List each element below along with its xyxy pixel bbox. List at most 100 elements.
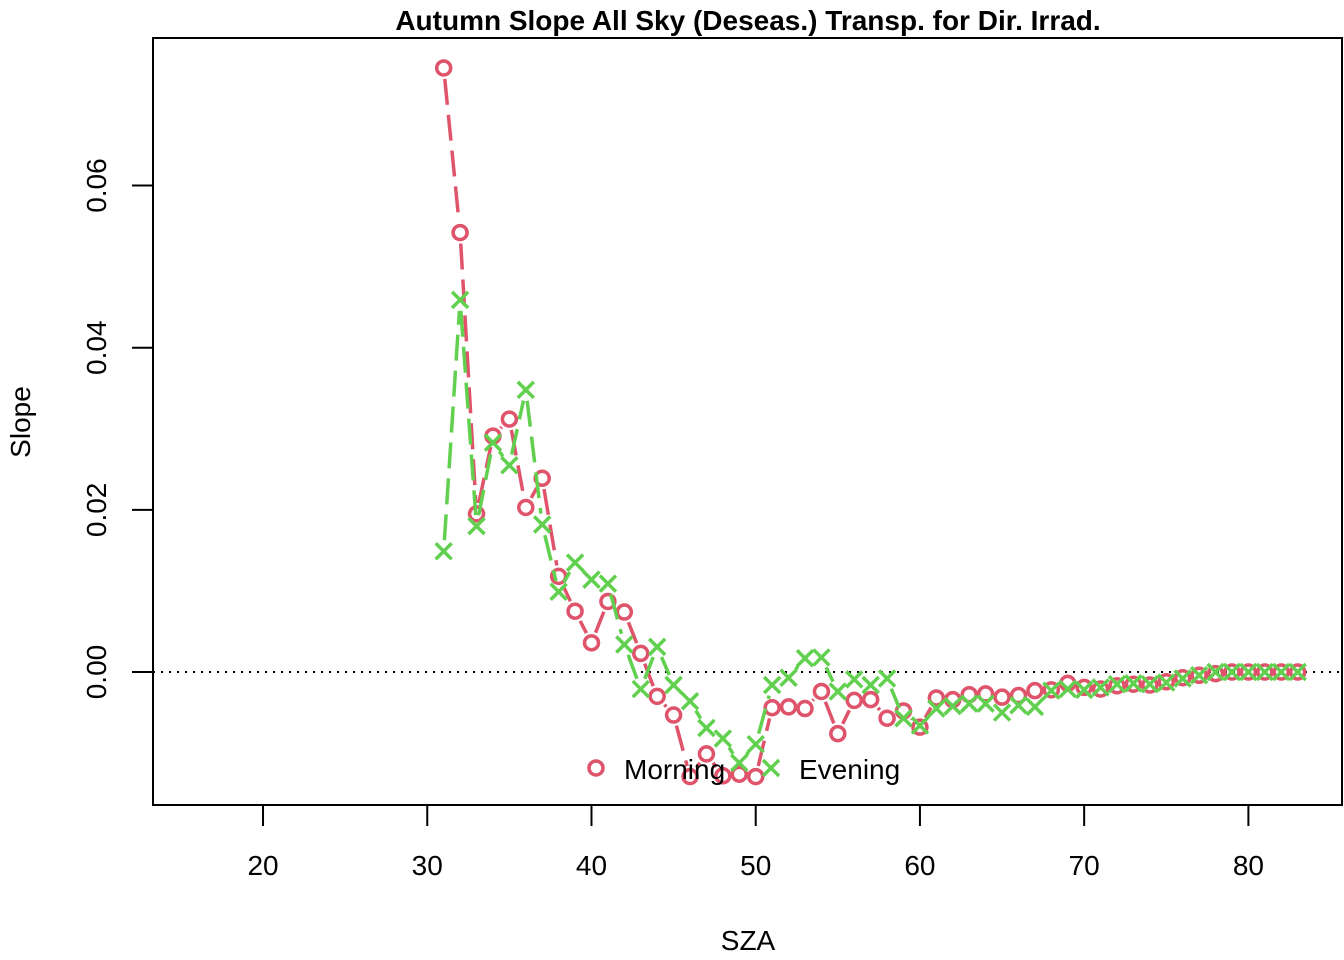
- data-point-evening: [1173, 669, 1192, 688]
- data-point-morning: [615, 603, 634, 621]
- series-morning-segment: [561, 585, 572, 603]
- data-point-evening: [697, 718, 716, 738]
- series-morning-segment: [811, 698, 816, 702]
- data-point-morning: [1091, 680, 1110, 698]
- series-evening-segment: [694, 709, 703, 720]
- data-point-evening: [631, 679, 650, 699]
- legend-evening-marker: [761, 758, 781, 778]
- data-point-evening: [582, 570, 601, 589]
- series-morning-segment: [443, 78, 461, 222]
- data-point-evening: [1272, 662, 1291, 682]
- data-point-evening: [1124, 674, 1143, 693]
- data-point-evening: [500, 456, 519, 475]
- series-morning-segment: [823, 701, 836, 725]
- series-evening-segment: [497, 450, 505, 458]
- data-point-evening: [746, 734, 765, 754]
- legend: Morning Evening: [587, 754, 900, 785]
- data-point-morning: [976, 685, 995, 703]
- data-point-morning: [1026, 681, 1044, 700]
- data-point-evening: [1009, 696, 1028, 715]
- data-point-morning: [1206, 664, 1225, 683]
- series-morning-segment: [643, 663, 655, 687]
- data-point-evening: [516, 380, 536, 400]
- y-tick-label: 0.02: [81, 483, 112, 537]
- data-point-morning: [582, 634, 601, 652]
- data-point-evening: [812, 648, 831, 667]
- data-point-evening: [894, 709, 913, 728]
- series-morning-segment: [841, 709, 851, 725]
- data-point-evening: [565, 553, 585, 572]
- data-point-evening: [467, 516, 486, 536]
- data-point-evening: [549, 582, 568, 602]
- x-tick-label: 40: [576, 850, 607, 881]
- data-point-morning: [1272, 663, 1290, 681]
- data-point-evening: [1107, 674, 1127, 694]
- series-evening-segment: [794, 665, 800, 671]
- data-point-morning: [796, 699, 814, 718]
- data-point-evening: [927, 699, 946, 718]
- data-point-morning: [779, 698, 798, 716]
- series-evening: [434, 290, 1307, 773]
- series-evening-segment: [476, 453, 493, 516]
- series-evening-segment: [727, 746, 735, 755]
- series-evening-segment: [510, 400, 526, 455]
- data-point-morning: [1173, 668, 1192, 687]
- x-tick-label: 30: [412, 850, 443, 881]
- data-point-morning: [911, 718, 929, 736]
- data-point-evening: [1042, 681, 1061, 700]
- x-tick-label: 60: [904, 850, 935, 881]
- series-evening-segment: [525, 400, 543, 514]
- series-morning: [434, 59, 1307, 786]
- data-point-evening: [615, 635, 634, 654]
- series-layer: [434, 59, 1307, 786]
- data-point-evening: [845, 670, 864, 689]
- series-morning-segment: [578, 620, 588, 634]
- legend-evening-label: Evening: [799, 754, 900, 785]
- series-evening-segment: [659, 656, 671, 676]
- x-tick-label: 80: [1233, 850, 1264, 881]
- data-point-evening: [1074, 680, 1094, 700]
- data-point-morning: [746, 767, 765, 786]
- series-evening-segment: [756, 695, 771, 735]
- series-evening-segment: [442, 310, 462, 541]
- data-point-morning: [812, 682, 831, 701]
- data-point-morning: [1042, 681, 1061, 699]
- data-point-morning: [1157, 673, 1176, 691]
- data-point-morning: [1190, 666, 1208, 685]
- y-tick-label: 0.00: [81, 645, 112, 700]
- series-evening-segment: [889, 688, 901, 709]
- data-point-evening: [992, 703, 1012, 722]
- series-morning-segment: [542, 488, 559, 566]
- y-axis-label: Slope: [5, 386, 36, 458]
- series-evening-segment: [609, 593, 624, 635]
- data-point-morning: [1288, 663, 1307, 681]
- data-point-evening: [1189, 666, 1209, 685]
- data-point-evening: [598, 574, 618, 593]
- data-point-evening: [1058, 679, 1077, 699]
- data-point-morning: [664, 706, 683, 724]
- data-point-morning: [1075, 678, 1093, 697]
- series-evening-segment: [626, 654, 639, 680]
- x-tick-label: 70: [1069, 850, 1100, 881]
- data-point-morning: [1256, 663, 1274, 681]
- data-point-evening: [959, 694, 979, 713]
- data-point-evening: [795, 649, 815, 668]
- x-axis: 20 30 40 50 60 70 80: [247, 804, 1264, 881]
- data-point-morning: [1124, 675, 1143, 693]
- data-point-evening: [943, 696, 963, 716]
- data-point-morning: [1223, 663, 1241, 681]
- data-point-evening: [828, 682, 848, 701]
- data-point-evening: [664, 675, 683, 695]
- data-point-morning: [648, 687, 666, 706]
- data-point-evening: [730, 753, 749, 773]
- data-point-morning: [1239, 663, 1258, 681]
- data-point-evening: [861, 675, 880, 695]
- x-axis-label: SZA: [721, 925, 776, 956]
- data-point-evening: [779, 668, 798, 687]
- data-point-morning: [1141, 676, 1159, 694]
- series-morning-segment: [499, 425, 503, 430]
- data-point-evening: [1140, 674, 1160, 694]
- data-point-morning: [845, 691, 863, 710]
- series-evening-segment: [543, 534, 558, 582]
